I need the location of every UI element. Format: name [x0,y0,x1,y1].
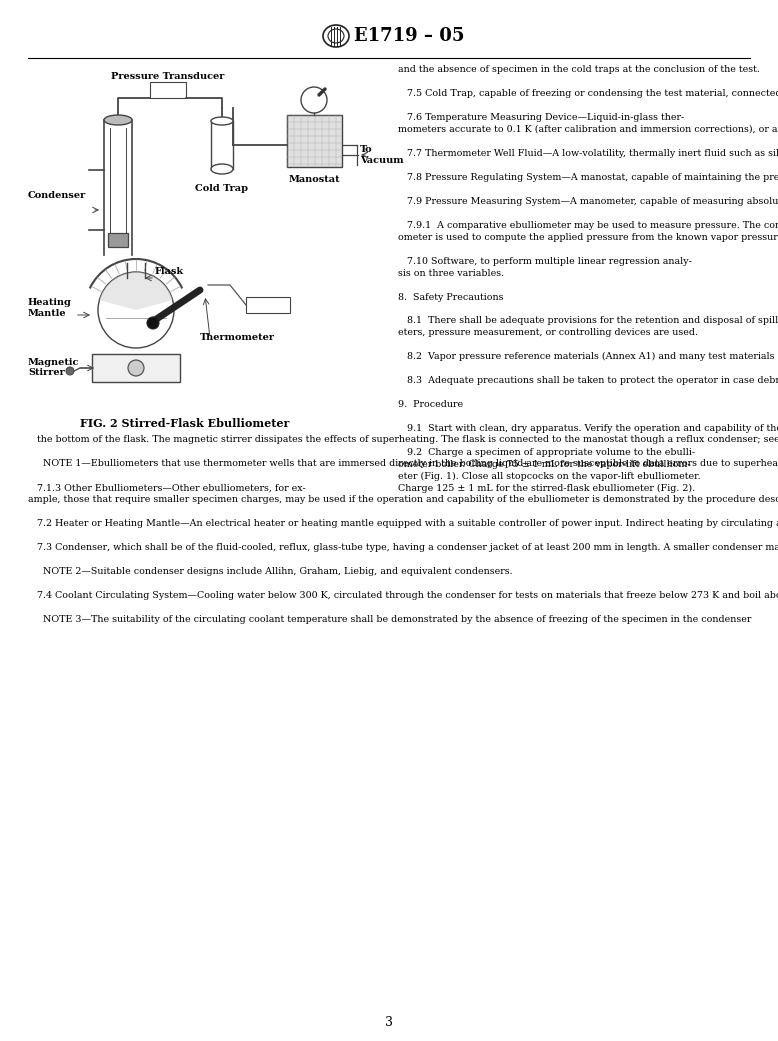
Bar [92,354,180,382]
Text: Cold Trap: Cold Trap [195,184,248,193]
Text: 760: 760 [160,87,176,95]
Text: Manostat: Manostat [288,175,340,184]
Circle shape [98,272,174,348]
Text: 189.5: 189.5 [257,302,279,310]
Bar [246,297,290,313]
Bar [287,115,342,167]
Text: Magnetic
Stirrer: Magnetic Stirrer [28,358,79,378]
Text: E1719 – 05: E1719 – 05 [354,27,464,45]
Circle shape [66,367,74,375]
Ellipse shape [211,164,233,174]
Ellipse shape [323,25,349,47]
Text: FIG. 2 Stirred-Flask Ebulliometer: FIG. 2 Stirred-Flask Ebulliometer [80,418,289,429]
Text: Flask: Flask [155,268,184,277]
Wedge shape [100,272,173,310]
Ellipse shape [104,115,132,125]
Text: Condenser: Condenser [28,191,86,200]
Text: To
Vacuum: To Vacuum [360,146,404,164]
Ellipse shape [328,29,344,43]
Text: the bottom of the flask. The magnetic stirrer dissipates the effects of superhea: the bottom of the flask. The magnetic st… [28,435,778,624]
Ellipse shape [211,117,233,125]
Bar [108,233,128,247]
Text: Heating
Mantle: Heating Mantle [28,299,72,318]
Bar [150,82,186,98]
Text: 3: 3 [385,1016,393,1030]
Circle shape [147,318,159,329]
Circle shape [128,360,144,376]
Text: Pressure Transducer: Pressure Transducer [111,72,225,81]
Text: and the absence of specimen in the cold traps at the conclusion of the test.

  : and the absence of specimen in the cold … [398,65,778,493]
Text: Thermometer: Thermometer [200,333,275,342]
